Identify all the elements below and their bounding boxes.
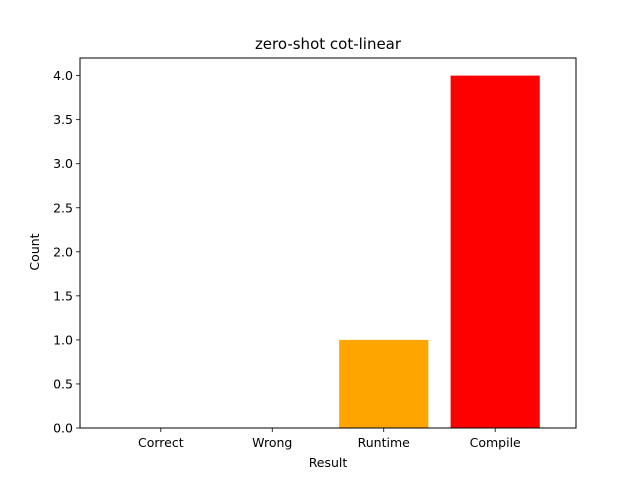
chart-title: zero-shot cot-linear [255, 35, 402, 53]
x-tick-label: Runtime [358, 435, 411, 450]
y-tick-label: 0.5 [53, 376, 73, 391]
x-tick-label: Correct [138, 435, 184, 450]
bars-layer [339, 75, 540, 428]
y-tick-label: 1.5 [53, 288, 73, 303]
x-ticks: Correct Wrong Runtime Compile [138, 428, 521, 450]
y-tick-label: 3.0 [53, 156, 73, 171]
y-tick-label: 4.0 [53, 68, 73, 83]
y-tick-label: 0.0 [53, 421, 73, 436]
y-axis-label: Count [27, 233, 42, 270]
bar-runtime [339, 339, 429, 428]
y-tick-label: 2.5 [53, 200, 73, 215]
bar-compile [450, 75, 540, 428]
y-ticks: 0.0 0.5 1.0 1.5 2.0 2.5 3.0 3.5 4.0 [53, 68, 80, 436]
x-tick-label: Compile [470, 435, 521, 450]
x-axis-label: Result [309, 455, 348, 470]
y-tick-label: 2.0 [53, 244, 73, 259]
y-tick-label: 3.5 [53, 112, 73, 127]
x-tick-label: Wrong [252, 435, 292, 450]
y-tick-label: 1.0 [53, 332, 73, 347]
plot-frame [79, 57, 577, 429]
